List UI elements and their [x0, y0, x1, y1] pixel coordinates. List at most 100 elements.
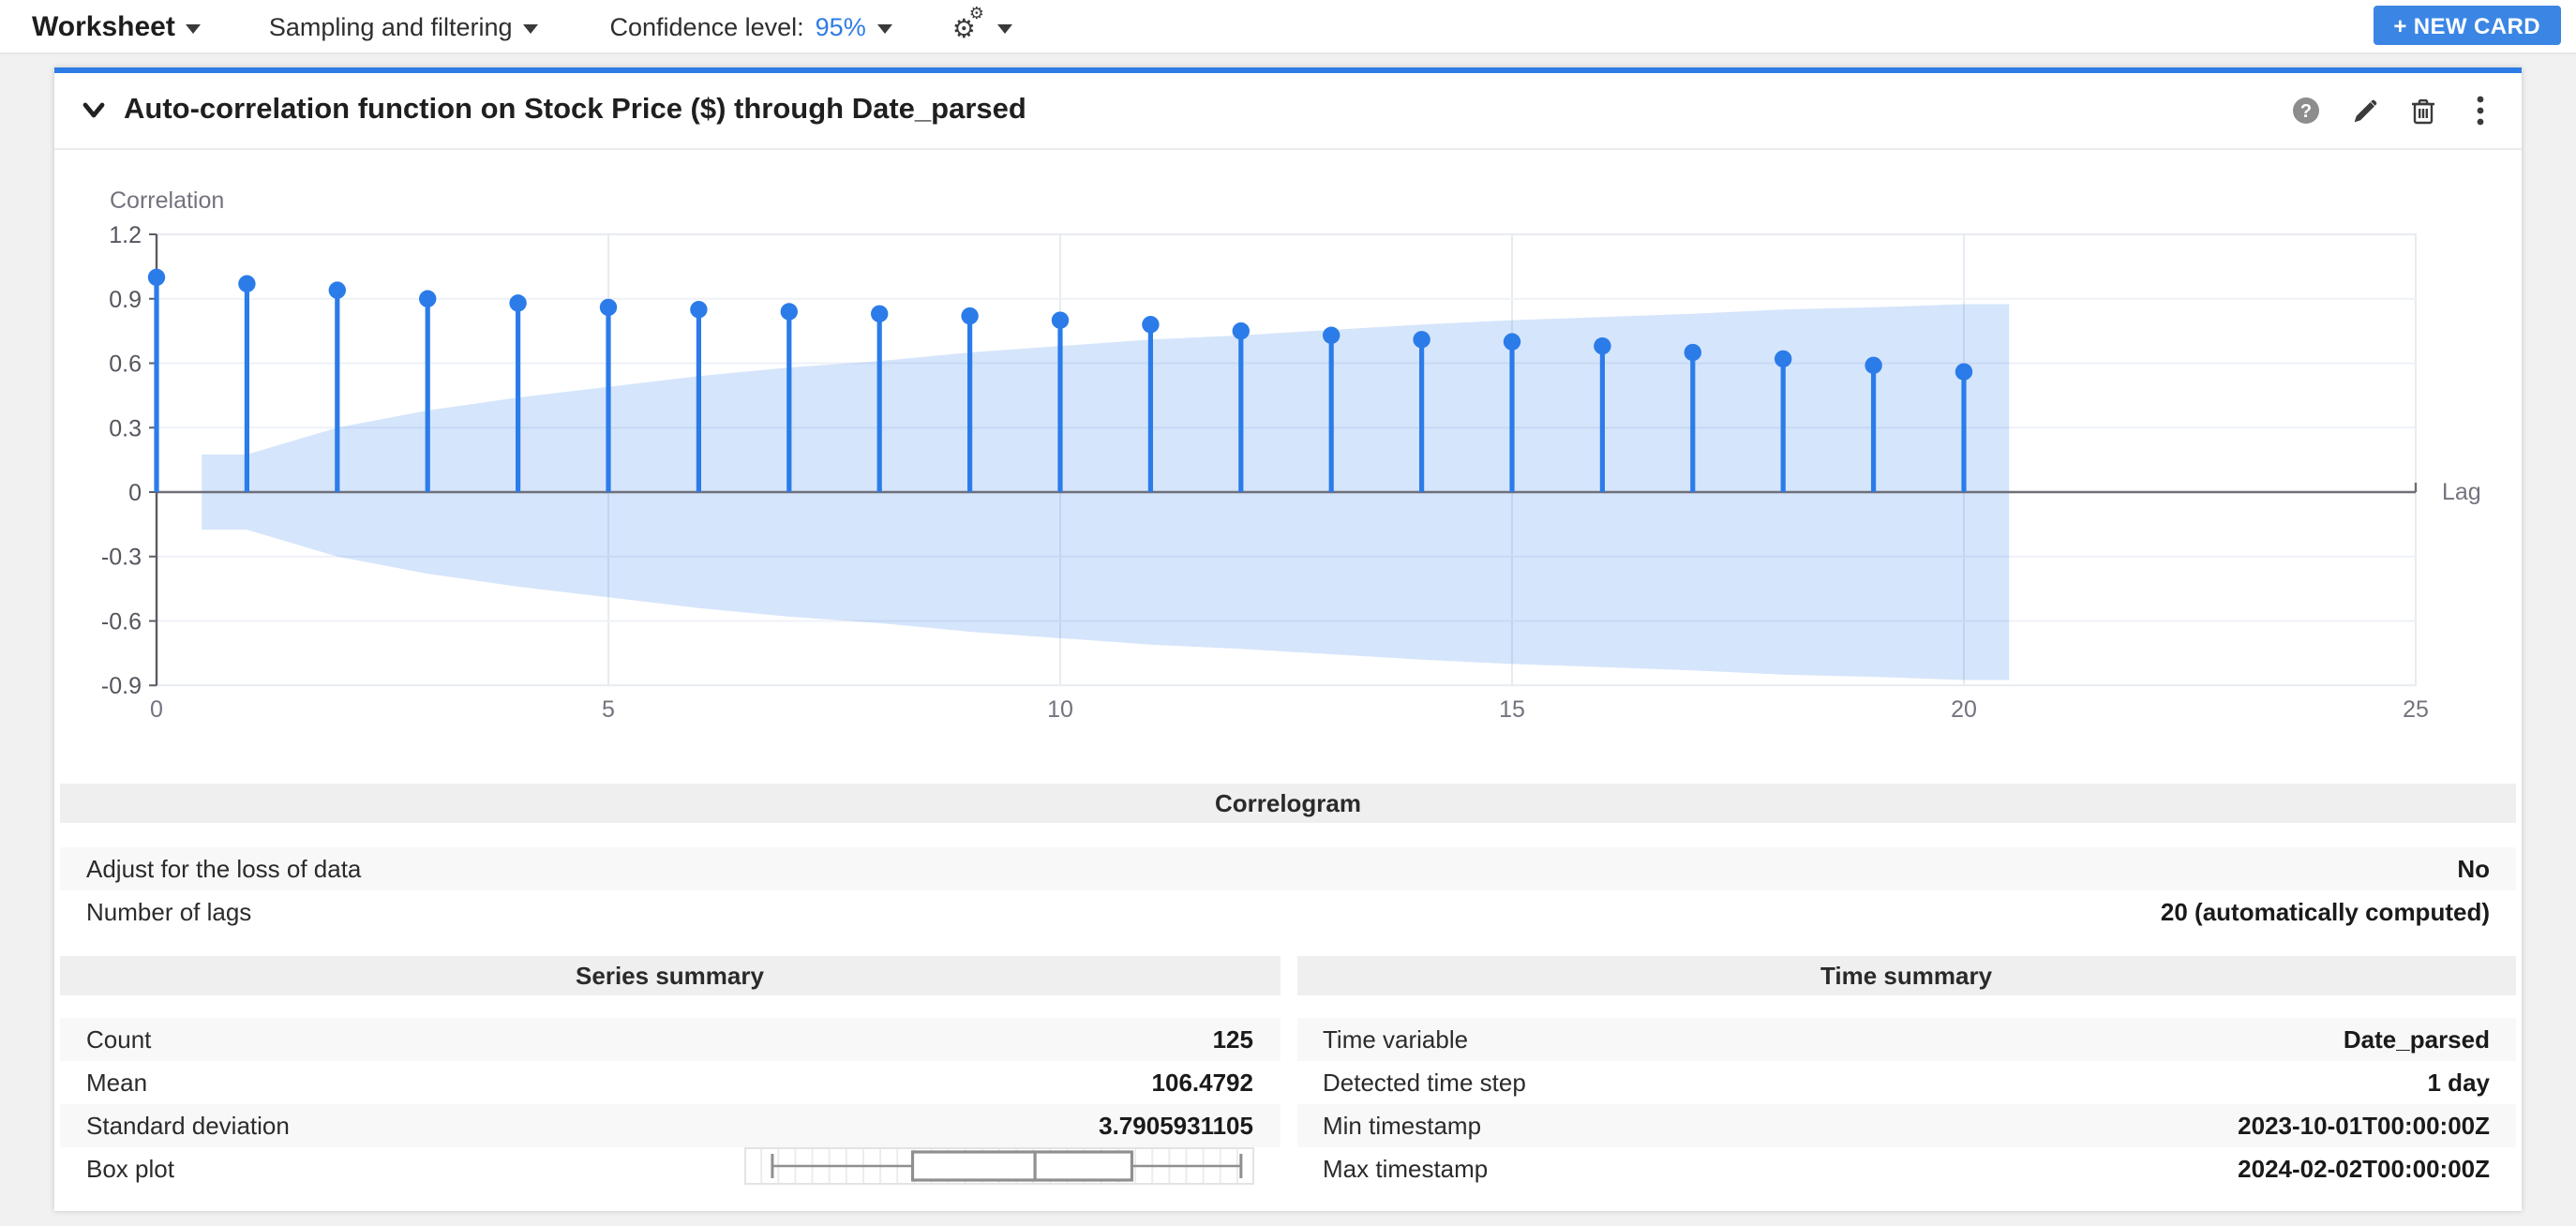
x-tick-label: 10	[1047, 696, 1073, 723]
acf-point	[961, 306, 979, 325]
acf-stems	[147, 268, 1973, 492]
table-row: Box plot	[60, 1147, 1280, 1190]
y-tick-label: 0.3	[109, 415, 142, 441]
boxplot-cell	[743, 1147, 1280, 1190]
row-label: Number of lags	[86, 898, 252, 926]
chevron-down-icon	[523, 23, 539, 33]
row-value: 1 day	[2427, 1069, 2491, 1097]
acf-point	[1684, 343, 1702, 362]
series-summary-section: Series summary Count 125 Mean 106.4792 S…	[60, 956, 1280, 1190]
acf-point	[1865, 356, 1882, 374]
row-label: Adjust for the loss of data	[86, 855, 362, 883]
top-toolbar: Worksheet Sampling and filtering Confide…	[0, 0, 2576, 54]
row-value: 3.7905931105	[1099, 1112, 1253, 1140]
acf-point	[1775, 350, 1792, 368]
new-card-button[interactable]: + NEW CARD	[2373, 6, 2561, 45]
x-tick-label: 20	[1951, 696, 1977, 723]
correlogram-section: Correlogram Adjust for the loss of data …	[54, 784, 2522, 934]
row-label: Time variable	[1323, 1025, 1469, 1054]
x-tick-label: 5	[602, 696, 615, 723]
card-selected-accent	[54, 67, 2522, 73]
gears-icon: ⚙ ⚙	[951, 4, 984, 43]
acf-point	[1142, 316, 1160, 334]
table-row: Time variable Date_parsed	[1296, 1018, 2516, 1061]
svg-text:?: ?	[2300, 101, 2312, 122]
x-tick-label: 0	[150, 696, 163, 723]
table-row: Count 125	[60, 1018, 1280, 1061]
series-summary-header: Series summary	[60, 956, 1280, 995]
table-row: Max timestamp 2024-02-02T00:00:00Z	[1296, 1147, 2516, 1190]
row-label: Count	[86, 1025, 152, 1054]
acf-point	[690, 301, 708, 319]
acf-stem-chart: 1.2 0.9 0.6 0.3 0 -0.3 -0.6 -0.9 0 5 10 15 20 25 Corre…	[101, 187, 2481, 723]
acf-point	[419, 290, 437, 307]
row-value: 2024-02-02T00:00:00Z	[2238, 1155, 2490, 1183]
table-row: Standard deviation 3.7905931105	[60, 1104, 1280, 1147]
row-label: Min timestamp	[1323, 1112, 1482, 1140]
acf-point	[599, 298, 618, 317]
edit-pencil-icon[interactable]	[2349, 96, 2379, 126]
card-actions: ?	[2291, 96, 2495, 126]
acf-point	[1413, 331, 1430, 349]
chevron-down-icon	[186, 23, 202, 33]
x-axis-title: Lag	[2442, 479, 2481, 505]
x-axis-zero-line	[157, 483, 2418, 494]
acf-point	[1503, 333, 1521, 351]
worksheet-settings-menu[interactable]: ⚙ ⚙	[951, 4, 1012, 43]
acf-point	[238, 275, 256, 292]
worksheet-menu-label: Worksheet	[32, 10, 175, 42]
row-label: Mean	[86, 1069, 148, 1097]
y-tick-label: 1.2	[109, 222, 142, 248]
table-row: Number of lags 20 (automatically compute…	[60, 890, 2516, 934]
row-value: 125	[1212, 1025, 1253, 1054]
chevron-down-icon	[876, 23, 892, 33]
time-summary-section: Time summary Time variable Date_parsed D…	[1296, 956, 2516, 1190]
row-label: Detected time step	[1323, 1069, 1526, 1097]
table-row: Min timestamp 2023-10-01T00:00:00Z	[1296, 1104, 2516, 1147]
row-value: 20 (automatically computed)	[2160, 898, 2490, 926]
card-title: Auto-correlation function on Stock Price…	[124, 94, 1026, 126]
row-value: No	[2457, 855, 2490, 883]
sampling-filtering-label: Sampling and filtering	[268, 12, 513, 40]
table-row: Detected time step 1 day	[1296, 1061, 2516, 1104]
sampling-filtering-menu[interactable]: Sampling and filtering	[269, 12, 539, 40]
acf-point	[1232, 321, 1251, 340]
collapse-chevron-icon[interactable]	[81, 97, 107, 124]
gridlines	[156, 233, 2417, 687]
mini-boxplot-chart	[743, 1147, 1253, 1185]
y-tick-label: 0	[128, 480, 142, 506]
confidence-level-label: Confidence level:	[609, 12, 804, 40]
y-axis-title: Correlation	[110, 187, 224, 214]
acf-point	[871, 305, 889, 322]
help-icon[interactable]: ?	[2291, 96, 2321, 126]
acf-card: Auto-correlation function on Stock Price…	[54, 67, 2522, 1211]
more-options-kebab-icon[interactable]	[2465, 96, 2495, 126]
table-row: Adjust for the loss of data No	[60, 847, 2516, 890]
correlogram-header: Correlogram	[60, 784, 2516, 823]
worksheet-menu[interactable]: Worksheet	[32, 10, 202, 42]
row-value: 2023-10-01T00:00:00Z	[2238, 1112, 2490, 1140]
row-value: Date_parsed	[2343, 1025, 2490, 1054]
y-tick-label: -0.6	[101, 608, 142, 635]
confidence-level-menu[interactable]: Confidence level: 95%	[610, 12, 892, 40]
card-header: Auto-correlation function on Stock Price…	[54, 73, 2522, 150]
delete-trash-icon[interactable]	[2407, 96, 2437, 126]
table-row: Mean 106.4792	[60, 1061, 1280, 1104]
row-value: 106.4792	[1151, 1069, 1253, 1097]
acf-point	[1594, 336, 1611, 355]
confidence-level-value: 95%	[815, 12, 866, 40]
row-label: Box plot	[86, 1155, 174, 1183]
acf-point	[509, 294, 527, 312]
acf-point	[1954, 363, 1973, 381]
y-tick-label: -0.3	[101, 545, 142, 571]
row-label: Max timestamp	[1323, 1155, 1489, 1183]
acf-point	[1051, 311, 1070, 329]
acf-point	[1323, 326, 1340, 344]
acf-point	[328, 281, 346, 299]
y-tick-label: 0.9	[109, 287, 142, 313]
x-tick-label: 25	[2403, 696, 2429, 723]
y-tick-label: -0.9	[101, 673, 142, 699]
y-tick-label: 0.6	[109, 351, 142, 378]
time-summary-header: Time summary	[1296, 956, 2516, 995]
row-label: Standard deviation	[86, 1112, 290, 1140]
